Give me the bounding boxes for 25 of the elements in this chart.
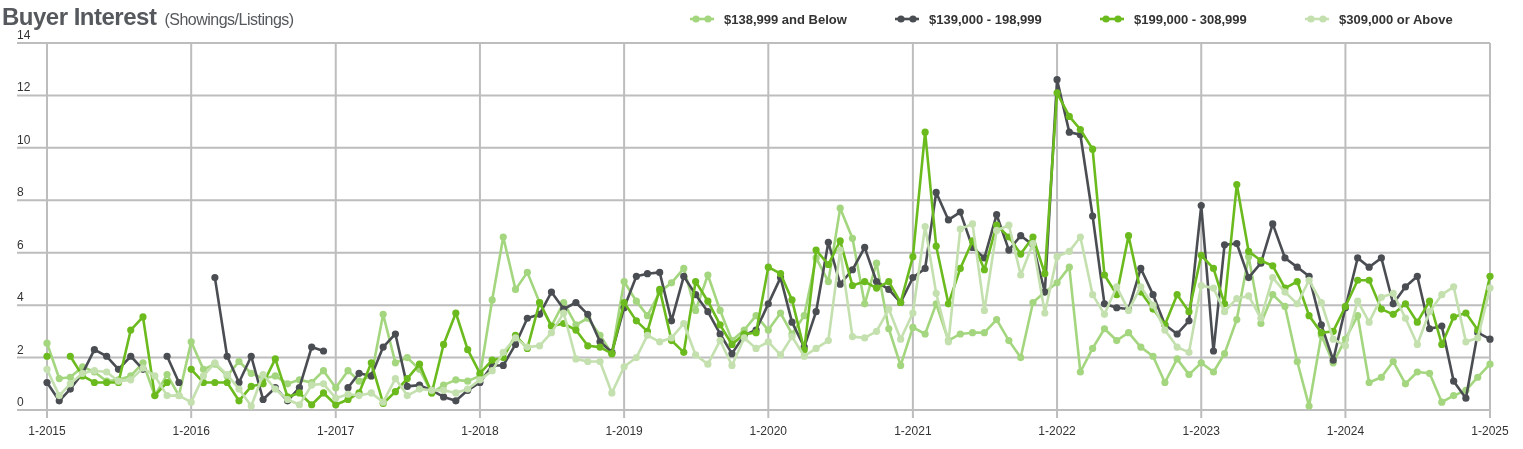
y-tick-label: 6 bbox=[17, 237, 24, 252]
y-tick-label: 4 bbox=[17, 290, 24, 305]
y-tick-label: 10 bbox=[17, 132, 31, 147]
chart-title: Buyer Interest bbox=[2, 3, 157, 30]
x-tick-label: 1-2018 bbox=[461, 424, 499, 438]
chart-subtitle: (Showings/Listings) bbox=[164, 11, 294, 28]
legend-label: $138,999 and Below bbox=[724, 11, 848, 27]
x-tick-label: 1-2024 bbox=[1326, 424, 1365, 438]
legend-label: $309,000 or Above bbox=[1339, 11, 1453, 27]
y-tick-label: 14 bbox=[17, 28, 31, 42]
x-tick-label: 1-2020 bbox=[749, 424, 788, 438]
y-tick-label: 2 bbox=[17, 342, 24, 357]
x-tick-label: 1-2021 bbox=[894, 424, 932, 438]
x-tick-label: 1-2023 bbox=[1182, 424, 1221, 438]
x-tick-label: 1-2019 bbox=[605, 424, 644, 438]
x-tick-label: 1-2017 bbox=[317, 424, 355, 438]
legend-label: $139,000 - 198,999 bbox=[929, 11, 1042, 27]
x-tick-label: 1-2015 bbox=[28, 424, 66, 438]
y-tick-label: 12 bbox=[17, 80, 31, 95]
y-tick-label: 0 bbox=[17, 395, 24, 409]
x-tick-label: 1-2025 bbox=[1471, 424, 1509, 438]
legend-label: $199,000 - 308,999 bbox=[1134, 11, 1247, 27]
y-tick-label: 8 bbox=[17, 185, 24, 200]
x-tick-label: 1-2016 bbox=[172, 424, 211, 438]
x-tick-label: 1-2022 bbox=[1038, 424, 1077, 438]
